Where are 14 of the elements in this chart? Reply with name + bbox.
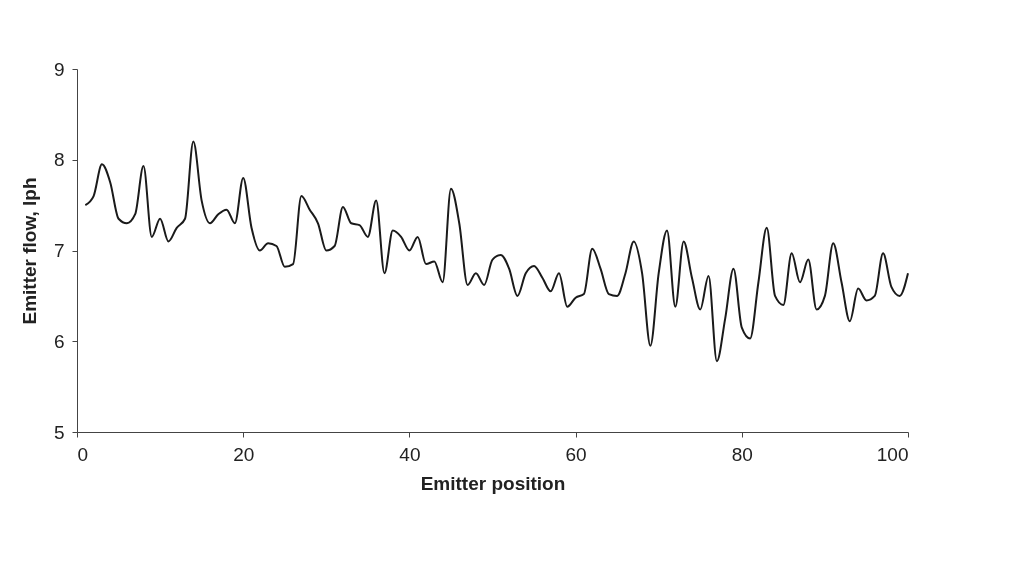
x-tick-label: 0 bbox=[77, 443, 89, 465]
y-tick-label: 5 bbox=[53, 421, 65, 443]
y-tick-label: 8 bbox=[53, 149, 65, 171]
x-axis-title: Emitter position bbox=[420, 472, 566, 494]
x-tick-label: 60 bbox=[565, 443, 587, 465]
y-tick-label: 7 bbox=[53, 240, 65, 261]
line-series bbox=[84, 140, 909, 363]
x-tick-label: 20 bbox=[233, 443, 255, 465]
y-tick-label: 9 bbox=[53, 58, 65, 80]
y-axis-title: Emitter flow, lph bbox=[18, 177, 40, 325]
x-tick-label: 100 bbox=[876, 443, 909, 465]
y-tick-label: 6 bbox=[53, 330, 65, 352]
x-tick-label: 40 bbox=[399, 443, 421, 465]
x-tick-label: 80 bbox=[731, 443, 753, 465]
